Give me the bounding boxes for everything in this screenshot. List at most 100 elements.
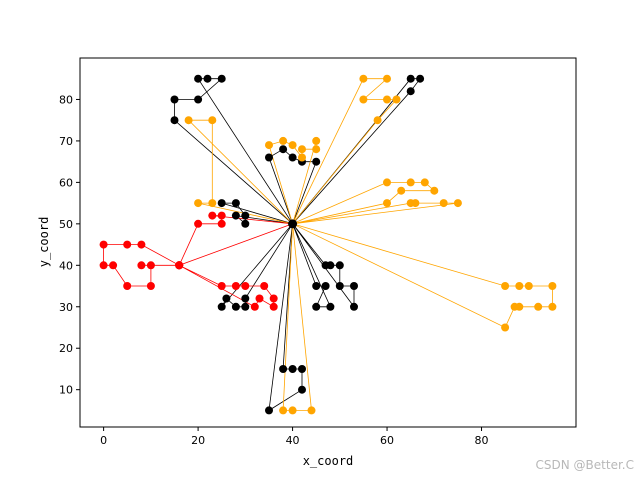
series-18-point <box>269 302 278 311</box>
y-tick-label: 80 <box>59 93 73 106</box>
x-axis-label: x_coord <box>303 454 354 468</box>
y-axis: 10 20 30 40 50 60 70 80 <box>59 93 80 397</box>
y-tick-label: 50 <box>59 218 73 231</box>
series-4-point <box>241 219 250 228</box>
depot-point <box>288 219 298 229</box>
series-5-point <box>217 302 226 311</box>
series-18-point <box>241 282 250 290</box>
series-1-point <box>194 74 203 83</box>
series-4-point <box>241 211 250 220</box>
series-18-point <box>260 282 269 290</box>
series-14-point <box>515 282 524 290</box>
series-5-point <box>241 294 250 303</box>
series-9-point <box>392 95 401 104</box>
series-1-point <box>170 95 179 104</box>
series-10-point <box>298 145 306 154</box>
series-12-point <box>430 186 439 195</box>
series-5-point <box>231 302 240 311</box>
series-9-point <box>359 95 368 104</box>
series-9-point <box>359 74 368 83</box>
series-14-point <box>548 302 557 311</box>
series-10-point <box>288 141 297 150</box>
series-18-point <box>250 302 259 311</box>
series-17-point <box>146 261 155 270</box>
y-tick-label: 10 <box>59 384 73 397</box>
series-14-point <box>548 282 557 290</box>
series-12-point <box>397 186 406 195</box>
series-4-point <box>231 211 240 220</box>
series-8-point <box>298 385 306 394</box>
series-15-point <box>288 406 297 415</box>
series-1-point <box>194 95 203 104</box>
series-17-point <box>137 240 146 249</box>
series-7-point <box>350 282 358 290</box>
series-17-point <box>99 261 108 270</box>
series-10-point <box>279 136 288 145</box>
series-8-point <box>265 406 273 415</box>
y-tick-label: 30 <box>59 301 73 314</box>
series-5-point <box>241 302 250 311</box>
series-6-point <box>312 302 321 311</box>
series-12-point <box>420 178 429 187</box>
series-2-point <box>265 153 273 162</box>
series-3-point <box>406 74 415 83</box>
series-2-point <box>312 157 321 166</box>
series-18-point <box>255 294 264 303</box>
series-2-point <box>288 153 297 162</box>
series-8-point <box>279 365 288 373</box>
series-17-point <box>146 282 155 290</box>
series-line-13 <box>292 202 458 225</box>
series-10-point <box>298 153 306 162</box>
series-17-point <box>109 261 118 270</box>
series-1-point <box>203 74 212 83</box>
series-11-point <box>208 199 217 208</box>
series-14-point <box>501 323 510 332</box>
series-1-point <box>217 74 226 83</box>
series-7-point <box>326 261 335 270</box>
x-tick-label: 20 <box>191 434 205 447</box>
series-11-point <box>208 116 217 125</box>
y-axis-label: y_coord <box>37 217 51 268</box>
series-16-point <box>194 219 203 228</box>
series-16-point <box>208 211 217 220</box>
series-1-point <box>170 116 179 125</box>
series-18-point <box>269 294 278 303</box>
series-5-point <box>222 294 231 303</box>
series-14-point <box>510 302 519 311</box>
y-tick-label: 70 <box>59 135 73 148</box>
series-16-point <box>217 211 226 220</box>
series-17-point <box>137 261 146 270</box>
series-11-point <box>194 199 203 208</box>
route-markers <box>99 74 557 415</box>
series-10-point <box>312 136 321 145</box>
series-18-point <box>217 282 226 290</box>
series-18-point <box>175 261 184 270</box>
series-7-point <box>350 302 358 311</box>
series-17-point <box>123 240 132 249</box>
watermark: CSDN @Better.C <box>535 458 634 472</box>
series-12-point <box>406 178 415 187</box>
series-2-point <box>279 145 288 154</box>
series-9-point <box>373 116 382 125</box>
series-line-6 <box>292 223 332 308</box>
series-3-point <box>416 74 425 83</box>
series-line-18 <box>179 264 275 308</box>
series-18-point <box>231 282 240 290</box>
x-tick-label: 60 <box>380 434 394 447</box>
series-13-point <box>453 199 462 208</box>
series-4-point <box>217 199 226 208</box>
series-13-point <box>411 199 420 208</box>
y-tick-label: 20 <box>59 342 73 355</box>
series-10-point <box>312 145 321 154</box>
series-4-point <box>231 199 240 208</box>
series-10-point <box>265 141 273 150</box>
series-7-point <box>335 282 344 290</box>
x-tick-label: 80 <box>475 434 489 447</box>
series-15-point <box>279 406 288 415</box>
series-17-point <box>123 282 132 290</box>
x-axis: 0 20 40 60 80 <box>100 427 489 447</box>
series-13-point <box>439 199 448 208</box>
y-tick-label: 60 <box>59 176 73 189</box>
series-14-point <box>524 282 533 290</box>
